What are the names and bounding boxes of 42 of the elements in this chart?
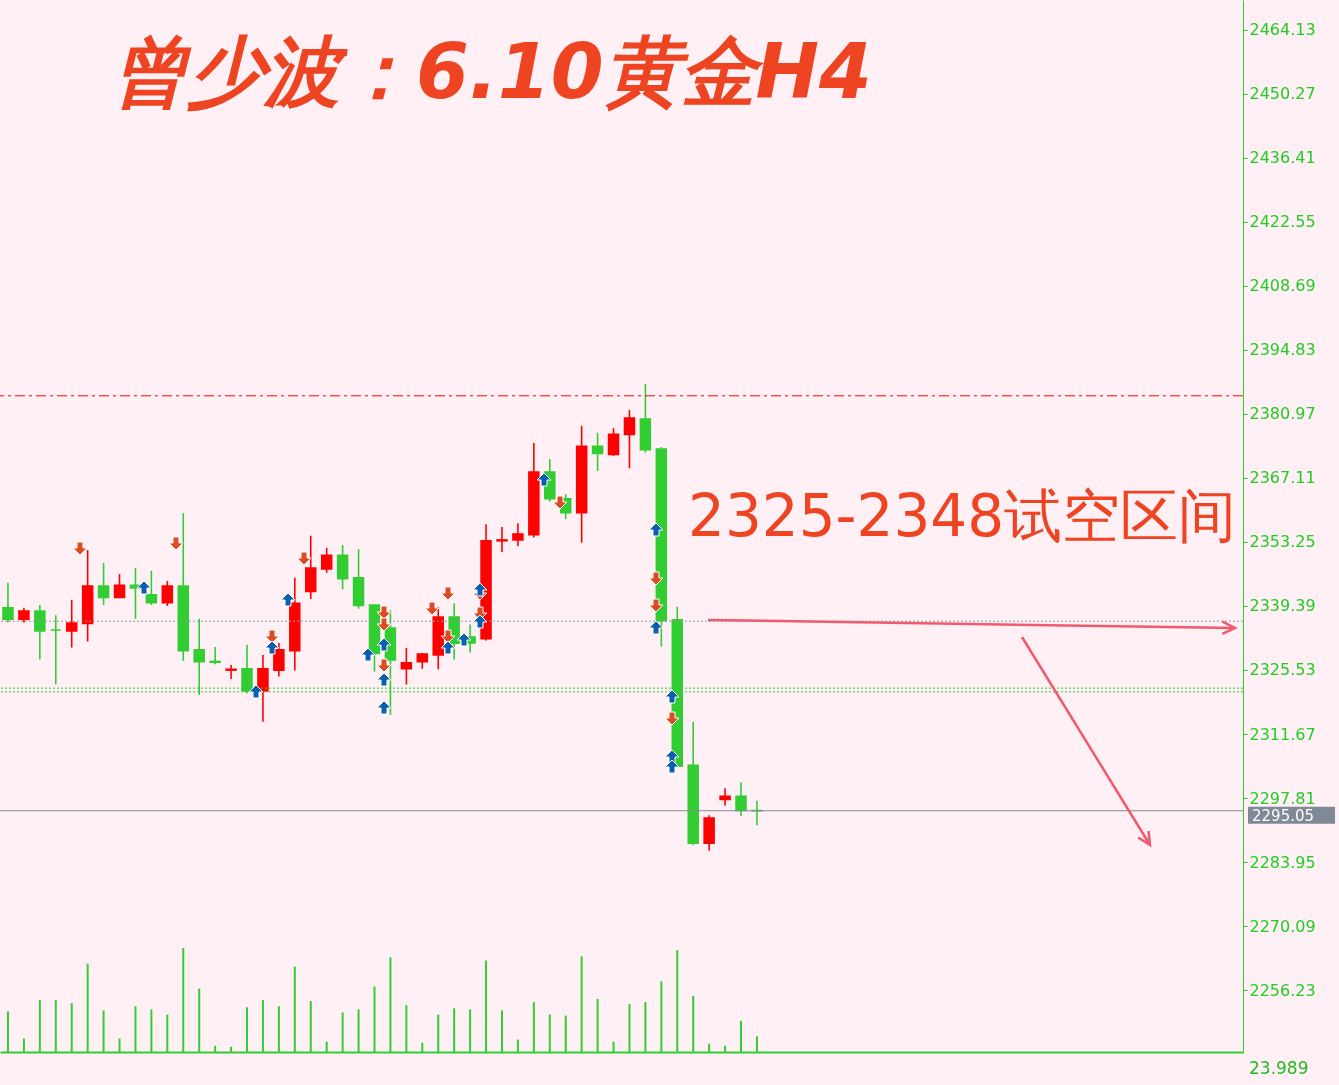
y-tick-label: 2394.83 [1249, 340, 1316, 360]
ref-line-label: 2295.05 [1252, 806, 1315, 825]
y-tick-label: 2283.95 [1249, 852, 1316, 872]
y-tick-label: 2325.53 [1249, 660, 1316, 680]
y-tick-label: 2270.09 [1249, 916, 1316, 936]
y-tick-label: 2339.39 [1249, 596, 1316, 616]
annotation: 2325-2348试空区间 [688, 481, 1237, 552]
candlestick [591, 431, 604, 472]
y-tick-label: 2408.69 [1249, 276, 1316, 296]
y-tick-label: 2450.27 [1249, 84, 1316, 104]
y-tick-label: 2367.11 [1249, 468, 1316, 488]
y-tick-label: 2311.67 [1249, 724, 1316, 744]
candlestick [34, 604, 46, 661]
y-tick-label: 2297.81 [1249, 788, 1316, 808]
candlestick [305, 534, 317, 600]
candlestick [623, 409, 636, 470]
candlestick [65, 599, 78, 649]
y-tick-label: 2256.23 [1249, 980, 1316, 1000]
candlestick [607, 427, 620, 457]
candlestick [225, 664, 237, 680]
y-tick-label: 2380.97 [1249, 404, 1316, 424]
y-tick-label: 2422.55 [1249, 212, 1316, 232]
candlestick [257, 654, 269, 723]
candlestick [336, 544, 349, 591]
candlestick [209, 646, 221, 665]
candlestick [145, 570, 158, 606]
y-tick-label: 2436.41 [1249, 148, 1316, 168]
candlestick [735, 781, 747, 817]
chart-title: 曾少波：6.10黄金H4 [112, 26, 872, 118]
candlestick [512, 522, 524, 547]
candlestick [273, 642, 285, 678]
candlestick [400, 647, 413, 686]
candlestick [2, 582, 14, 624]
candlestick [161, 580, 174, 607]
y-tick-label: 2464.13 [1249, 20, 1316, 40]
candlestick [113, 573, 126, 599]
candlestick [97, 562, 110, 606]
candlestick [496, 526, 508, 553]
candlestick [320, 546, 333, 574]
candlestick [50, 614, 62, 686]
text: 23.989 [1249, 1058, 1309, 1078]
y-tick-label: 2353.25 [1249, 532, 1316, 552]
